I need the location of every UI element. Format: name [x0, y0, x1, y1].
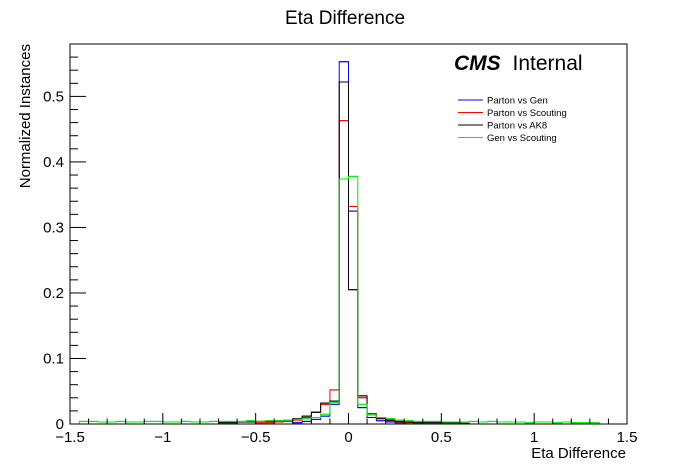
x-axis: −1.5 −1 −0.5 0 0.5 1 1.5 — [55, 413, 637, 446]
y-tick-label: 0.3 — [43, 219, 64, 236]
x-tick-label: 1.5 — [617, 429, 638, 446]
y-tick-label: 0.4 — [43, 154, 64, 171]
x-tick-label: 0.5 — [431, 429, 452, 446]
cms-label-internal: Internal — [513, 52, 583, 75]
cms-label-bold: CMS — [454, 52, 501, 75]
x-tick-label: −1.5 — [55, 429, 85, 446]
legend-label: Parton vs Gen — [487, 96, 548, 107]
x-axis-label: Eta Difference — [531, 445, 626, 462]
series-4 — [78, 175, 600, 424]
legend-item: Gen vs Scouting — [458, 133, 557, 144]
cms-label: CMS Internal — [454, 52, 583, 75]
y-axis: 0 0.1 0.2 0.3 0.4 0.5 — [43, 56, 86, 433]
x-tick-label: 0 — [344, 429, 352, 446]
y-tick-label: 0 — [56, 416, 64, 433]
legend-label: Parton vs Scouting — [487, 108, 567, 119]
x-tick-label: −0.5 — [241, 429, 271, 446]
legend-label: Gen vs Scouting — [487, 133, 557, 144]
chart-title: Eta Difference — [285, 8, 405, 29]
x-tick-label: −1 — [154, 429, 171, 446]
series-3 — [218, 81, 470, 424]
legend-item: Parton vs AK8 — [458, 121, 547, 132]
legend-item: Parton vs Gen — [458, 96, 548, 107]
y-tick-label: 0.2 — [43, 285, 64, 302]
y-tick-label: 0.1 — [43, 350, 64, 367]
x-tick-label: 1 — [530, 429, 538, 446]
y-tick-label: 0.5 — [43, 88, 64, 105]
legend-label: Parton vs AK8 — [487, 121, 547, 132]
legend-item: Parton vs Scouting — [458, 108, 567, 119]
y-axis-label: Normalized Instances — [17, 44, 34, 188]
